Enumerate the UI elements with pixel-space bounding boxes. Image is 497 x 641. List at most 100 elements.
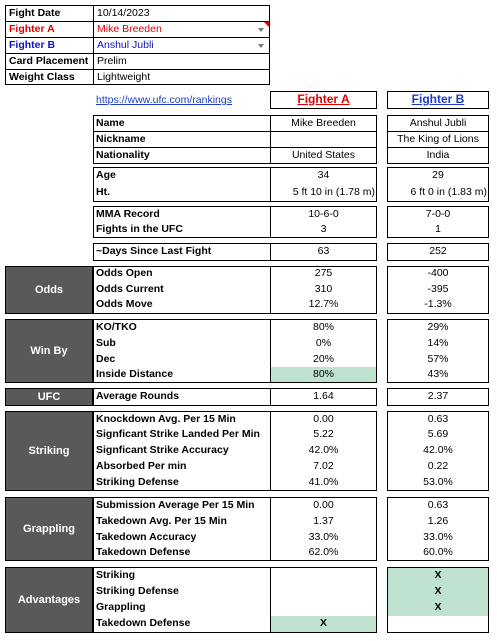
adv-grappling-label: Grappling xyxy=(96,601,146,613)
takedown-defense-a: 62.0% xyxy=(308,546,339,558)
height-a: 5 ft 10 in (1.78 m) xyxy=(292,186,375,198)
ko-tko-a: 80% xyxy=(312,321,334,333)
inside-distance-a: 80% xyxy=(312,368,334,380)
sig-strike-accuracy-a: 42.0% xyxy=(308,444,339,456)
takedown-accuracy-label: Takedown Accuracy xyxy=(96,531,197,543)
takedown-accuracy-a: 33.0% xyxy=(308,531,339,543)
ufc-section-header: UFC xyxy=(5,388,93,406)
fight-info-table xyxy=(5,5,270,85)
knockdown-avg-a: 0.00 xyxy=(313,413,334,425)
adv-grappling-a xyxy=(270,600,377,616)
mma-record-a: 10-6-0 xyxy=(308,208,339,220)
days-since-label: ~Days Since Last Fight xyxy=(96,245,212,257)
mma-record-label: MMA Record xyxy=(96,208,160,220)
sig-strike-landed-a: 5.22 xyxy=(313,428,334,440)
takedown-defense-label: Takedown Defense xyxy=(96,546,191,558)
odds-current-label: Odds Current xyxy=(96,283,164,295)
ko-tko-b: 29% xyxy=(427,321,449,333)
fighter-b-select[interactable]: Anshul Jubli xyxy=(97,39,154,51)
absorbed-per-min-b: 0.22 xyxy=(427,460,449,472)
average-rounds-b: 2.37 xyxy=(427,390,449,402)
fighter-b-header xyxy=(387,91,489,109)
nickname-a xyxy=(270,132,377,148)
fighter-b-label: Fighter B xyxy=(9,39,56,51)
striking-defense-label: Striking Defense xyxy=(96,476,179,488)
average-rounds-a: 1.64 xyxy=(313,390,334,402)
comment-marker-icon xyxy=(264,22,269,27)
submission-avg-label: Submission Average Per 15 Min xyxy=(96,499,255,511)
card-placement-label: Card Placement xyxy=(9,55,89,67)
fight-date-label: Fight Date xyxy=(9,7,61,19)
dec-a: 20% xyxy=(312,353,334,365)
fights-in-ufc-a: 3 xyxy=(320,223,327,235)
inside-distance-b: 43% xyxy=(427,368,449,380)
dec-b: 57% xyxy=(427,353,449,365)
grappling-section-header: Grappling xyxy=(5,497,93,561)
striking-section-header: Striking xyxy=(5,411,93,491)
odds-current-a: 310 xyxy=(314,283,333,295)
highlight-advantage-a xyxy=(271,616,376,632)
days-since-b: 252 xyxy=(429,245,447,257)
weight-class-label: Weight Class xyxy=(9,71,75,83)
advantages-section-header: Advantages xyxy=(5,567,93,633)
nationality-b: India xyxy=(426,149,450,161)
age-label: Age xyxy=(96,169,116,181)
takedown-avg-label: Takedown Avg. Per 15 Min xyxy=(96,515,227,527)
striking-defense-b: 53.0% xyxy=(423,476,453,488)
weight-class-value[interactable]: Lightweight xyxy=(97,71,151,83)
takedown-avg-b: 1.26 xyxy=(427,515,449,527)
absorbed-per-min-label: Absorbed Per min xyxy=(96,460,187,472)
odds-open-a: 275 xyxy=(314,267,333,279)
fights-in-ufc-label: Fights in the UFC xyxy=(96,223,183,235)
absorbed-per-min-a: 7.02 xyxy=(313,460,334,472)
fighter-a-header-label: Fighter A xyxy=(297,92,350,106)
inside-distance-label: Inside Distance xyxy=(96,368,174,380)
fighter-a-header xyxy=(270,91,377,109)
takedown-avg-a: 1.37 xyxy=(313,515,334,527)
win-by-section-header: Win By xyxy=(5,319,93,383)
adv-striking-defense-a xyxy=(270,584,377,600)
odds-move-label: Odds Move xyxy=(96,298,153,310)
nickname-label: Nickname xyxy=(96,133,146,145)
adv-striking-a xyxy=(270,568,377,584)
fighter-a-label: Fighter A xyxy=(9,23,55,35)
highlight-advantage-b xyxy=(388,568,488,616)
fighter-a-select[interactable]: Mike Breeden xyxy=(97,23,162,35)
sub-a: 0% xyxy=(315,337,332,349)
card-placement-value[interactable]: Prelim xyxy=(97,55,127,67)
height-label: Ht. xyxy=(96,186,110,198)
name-label: Name xyxy=(96,117,125,129)
adv-takedown-defense-a: X xyxy=(319,617,327,629)
sig-strike-accuracy-b: 42.0% xyxy=(423,444,453,456)
height-b: 6 ft 0 in (1.83 m) xyxy=(410,186,487,198)
takedown-accuracy-b: 33.0% xyxy=(423,531,453,543)
age-a: 34 xyxy=(317,169,330,181)
knockdown-avg-b: 0.63 xyxy=(427,413,449,425)
adv-striking-label: Striking xyxy=(96,569,136,581)
mma-record-b: 7-0-0 xyxy=(425,208,451,220)
ufc-rankings-link[interactable]: https://www.ufc.com/rankings xyxy=(96,94,232,106)
odds-move-b: -1.3% xyxy=(424,298,452,310)
average-rounds-label: Average Rounds xyxy=(96,390,180,402)
adv-striking-b: X xyxy=(434,569,442,581)
sub-b: 14% xyxy=(427,337,449,349)
sig-strike-accuracy-label: Signficant Strike Accuracy xyxy=(96,444,229,456)
adv-takedown-defense-b xyxy=(387,616,489,632)
submission-avg-b: 0.63 xyxy=(427,499,449,511)
odds-move-a: 12.7% xyxy=(308,298,339,310)
knockdown-avg-label: Knockdown Avg. Per 15 Min xyxy=(96,413,236,425)
nationality-a: United States xyxy=(291,149,356,161)
name-b: Anshul Jubli xyxy=(409,117,467,129)
striking-defense-a: 41.0% xyxy=(308,476,339,488)
fight-date-value[interactable]: 10/14/2023 xyxy=(97,7,150,19)
adv-grappling-b: X xyxy=(434,601,442,613)
chevron-down-icon[interactable] xyxy=(258,44,264,48)
odds-open-b: -400 xyxy=(427,267,449,279)
chevron-down-icon[interactable] xyxy=(258,28,264,32)
odds-section-header: Odds xyxy=(5,266,93,314)
name-a: Mike Breeden xyxy=(291,117,356,129)
fights-in-ufc-b: 1 xyxy=(435,223,441,235)
sub-label: Sub xyxy=(96,337,116,349)
age-b: 29 xyxy=(432,169,444,181)
sig-strike-landed-b: 5.69 xyxy=(427,428,449,440)
